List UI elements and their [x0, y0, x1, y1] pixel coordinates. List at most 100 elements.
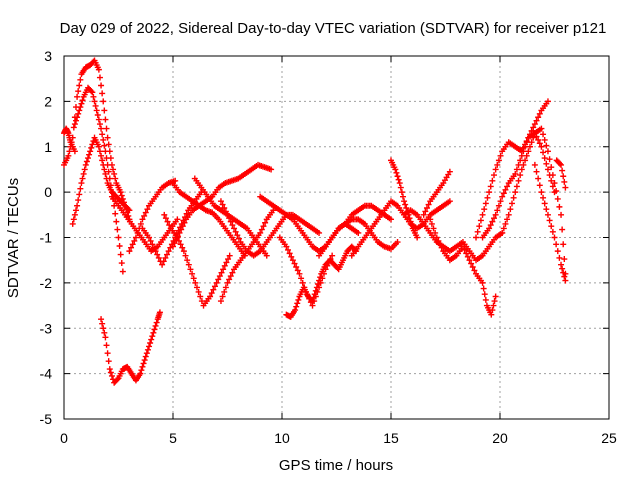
- data-point: [302, 288, 309, 295]
- data-point: [152, 322, 159, 329]
- data-point: [502, 220, 509, 227]
- data-point: [422, 208, 429, 215]
- data-point: [226, 276, 233, 283]
- data-point: [80, 170, 87, 177]
- data-point: [231, 225, 238, 232]
- data-point: [469, 263, 476, 270]
- data-point: [319, 275, 326, 282]
- data-point: [101, 107, 108, 114]
- data-point: [210, 286, 217, 293]
- data-point: [289, 257, 296, 264]
- data-point: [159, 261, 166, 268]
- data-point: [141, 212, 148, 219]
- data-point: [314, 288, 321, 295]
- data-point: [312, 293, 319, 300]
- data-point: [561, 178, 568, 185]
- data-point: [558, 211, 565, 218]
- data-point: [207, 293, 214, 300]
- data-point: [540, 149, 547, 156]
- data-point: [105, 141, 112, 148]
- data-point: [88, 144, 95, 151]
- data-point: [79, 97, 86, 104]
- data-point: [502, 186, 509, 193]
- data-point: [72, 207, 79, 214]
- data-point: [93, 107, 100, 114]
- data-point: [153, 319, 160, 326]
- data-point: [487, 222, 494, 229]
- data-point: [138, 367, 145, 374]
- data-point: [229, 222, 236, 229]
- data-point: [224, 279, 231, 286]
- data-point: [100, 161, 107, 168]
- data-point: [561, 256, 568, 263]
- data-point: [227, 273, 234, 280]
- data-point: [427, 216, 434, 223]
- data-point: [150, 244, 157, 251]
- data-point: [226, 215, 233, 222]
- data-point: [397, 184, 404, 191]
- data-point: [495, 157, 502, 164]
- data-point: [556, 203, 563, 210]
- data-point: [536, 140, 543, 147]
- data-point: [554, 248, 561, 255]
- y-tick-label: 1: [44, 139, 52, 155]
- data-point: [510, 194, 517, 201]
- data-point: [161, 211, 168, 218]
- data-point: [77, 104, 84, 111]
- data-point: [114, 376, 121, 383]
- data-point: [118, 192, 125, 199]
- data-point: [216, 273, 223, 280]
- data-point: [195, 288, 202, 295]
- data-point: [479, 279, 486, 286]
- data-point: [181, 219, 188, 226]
- data-point: [292, 307, 299, 314]
- data-point: [101, 142, 108, 149]
- data-point: [189, 270, 196, 277]
- data-point: [98, 316, 105, 323]
- data-point: [154, 251, 161, 258]
- data-point: [486, 225, 493, 232]
- data-point: [553, 241, 560, 248]
- data-point: [492, 293, 499, 300]
- data-point: [482, 200, 489, 207]
- data-point: [558, 161, 565, 168]
- data-point: [151, 326, 158, 333]
- data-point: [497, 198, 504, 205]
- data-point: [139, 363, 146, 370]
- data-point: [98, 125, 105, 132]
- data-point: [74, 93, 81, 100]
- data-point: [355, 229, 362, 236]
- data-point: [70, 216, 77, 223]
- data-point: [298, 275, 305, 282]
- data-point: [541, 136, 548, 143]
- data-point: [165, 248, 172, 255]
- data-point: [544, 148, 551, 155]
- data-point: [147, 237, 154, 244]
- series-track-17: [276, 234, 336, 309]
- data-point: [309, 302, 316, 309]
- y-tick-labels: -5 -4 -3 -2 -1 0 1 2 3: [40, 48, 53, 427]
- data-point: [99, 90, 106, 97]
- data-point: [322, 266, 329, 273]
- data-point: [395, 176, 402, 183]
- data-point: [175, 237, 182, 244]
- data-point: [515, 177, 522, 184]
- data-point: [190, 275, 197, 282]
- y-tick-label: 0: [44, 184, 52, 200]
- data-point: [548, 177, 555, 184]
- data-point: [559, 226, 566, 233]
- data-point: [425, 201, 432, 208]
- data-point: [174, 233, 181, 240]
- data-point: [217, 198, 224, 205]
- data-point: [222, 208, 229, 215]
- data-point: [560, 269, 567, 276]
- data-point: [224, 211, 231, 218]
- x-tick-label: 15: [383, 430, 399, 446]
- data-point: [102, 334, 109, 341]
- chart-title: Day 029 of 2022, Sidereal Day-to-day VTE…: [60, 20, 607, 37]
- data-point: [284, 246, 291, 253]
- data-point: [72, 117, 79, 124]
- data-point: [535, 175, 542, 182]
- data-point: [474, 228, 481, 235]
